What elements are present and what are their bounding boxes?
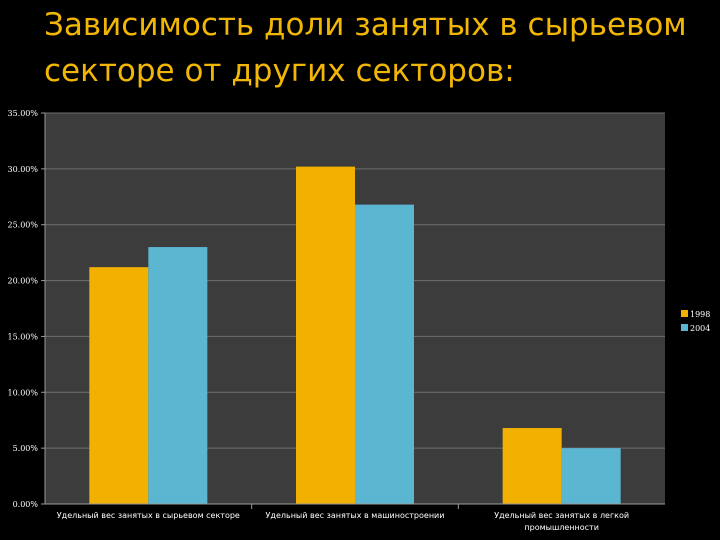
y-tick-label: 0.00% [13, 500, 39, 509]
y-tick-label: 35.00% [7, 109, 38, 118]
legend: 1998 2004 [681, 310, 710, 333]
legend-label-2004: 2004 [690, 324, 710, 333]
chart-title: Зависимость доли занятых в сырьевом сект… [44, 7, 687, 89]
y-tick-label: 30.00% [7, 165, 38, 174]
x-tick-label: Удельный вес занятых в машиностроении [266, 511, 445, 520]
legend-swatch-1998 [681, 310, 688, 317]
bars [89, 166, 621, 505]
bar-2004-1 [355, 204, 414, 504]
y-tick-label: 15.00% [7, 332, 38, 341]
legend-swatch-2004 [681, 324, 688, 331]
x-tick-label: Удельный вес занятых в легкой [494, 511, 629, 520]
axes [44, 113, 665, 509]
y-tick-label: 20.00% [7, 277, 38, 286]
x-axis-labels: Удельный вес занятых в сырьевом секторе У… [57, 511, 629, 532]
y-tick-label: 5.00% [13, 444, 39, 453]
y-tick-label: 25.00% [7, 221, 38, 230]
x-tick-label: Удельный вес занятых в сырьевом секторе [57, 511, 240, 520]
y-tick-label: 10.00% [7, 388, 38, 397]
x-tick-label: промышленности [524, 523, 599, 532]
bar-1998-0 [89, 267, 149, 504]
bar-2004-2 [561, 448, 621, 504]
legend-label-1998: 1998 [690, 310, 710, 319]
bar-1998-1 [296, 166, 355, 504]
bar-1998-2 [502, 428, 562, 504]
y-axis-ticks: 0.00% 5.00% 10.00% 15.00% 20.00% 25.00% 30.00%… [7, 109, 45, 509]
bar-2004-0 [148, 247, 208, 505]
